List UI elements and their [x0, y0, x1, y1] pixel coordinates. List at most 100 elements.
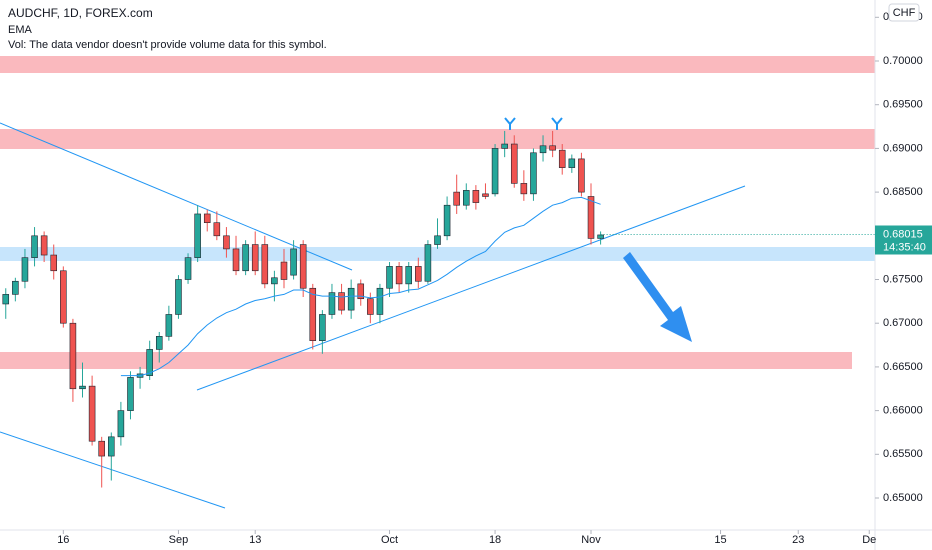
x-tick-label: De	[862, 534, 876, 546]
x-tick-label: Sep	[169, 534, 189, 546]
candle-body	[453, 191, 460, 206]
candle-body	[12, 280, 19, 295]
candle-body	[319, 314, 326, 341]
candle-body	[223, 235, 230, 250]
y-tick-label: 0.67500	[883, 273, 923, 285]
y-tick-label: 0.69500	[883, 99, 923, 111]
symbol-title: AUDCHF, 1D, FOREX.com	[8, 6, 153, 20]
y-tick-label: 0.66000	[883, 405, 923, 417]
candle-body	[482, 193, 489, 197]
candle-body	[117, 410, 125, 438]
candle-body	[194, 213, 201, 258]
candle-body	[501, 143, 508, 149]
plot	[2, 130, 875, 488]
candle-body	[472, 190, 480, 203]
candle-body	[491, 148, 499, 195]
candle-body	[213, 222, 221, 237]
candle-body	[21, 257, 29, 282]
last-price-box	[875, 225, 932, 255]
top-marker	[504, 117, 516, 130]
countdown-label: 14:35:40	[883, 241, 926, 253]
annotations	[504, 117, 692, 342]
x-tick-label: 15	[714, 534, 726, 546]
candle-body	[108, 436, 115, 457]
y-tick-label: 0.69000	[883, 142, 923, 154]
y-tick-label: 0.68500	[883, 186, 923, 198]
candle-body	[165, 314, 173, 337]
y-tick-label: 0.65500	[883, 448, 923, 460]
candle-body	[386, 266, 393, 289]
candle-body	[2, 294, 10, 305]
candle-body	[338, 292, 345, 311]
y-tick-label: 0.70000	[883, 55, 923, 67]
candle-body	[405, 266, 412, 285]
candle-body	[98, 440, 105, 457]
candle-body	[443, 204, 451, 237]
x-tick-label: 18	[489, 534, 501, 546]
trend-line	[0, 431, 226, 509]
resistance-zone	[0, 129, 875, 149]
candle-body	[510, 143, 518, 184]
top-marker	[551, 117, 563, 130]
candle-body	[309, 287, 317, 341]
ema-line	[120, 196, 601, 377]
legend: AUDCHF, 1D, FOREX.com EMA Vol: The data …	[8, 6, 327, 51]
last-price-label: 0.68015	[883, 228, 923, 240]
candle-body	[146, 349, 153, 376]
candle-body	[155, 336, 163, 350]
candle-body	[520, 183, 528, 195]
candle-body	[232, 248, 240, 272]
candle-body	[549, 145, 556, 151]
candle-body	[50, 254, 58, 272]
candle-body	[376, 287, 384, 315]
candle-body	[530, 152, 537, 195]
candle-body	[395, 266, 403, 285]
candle-body	[367, 298, 374, 315]
candle-body	[127, 377, 134, 411]
x-tick-label: 23	[792, 534, 804, 546]
candle-body	[69, 322, 77, 390]
candle-body	[203, 213, 211, 223]
candle-body	[434, 235, 441, 245]
candle-body	[88, 385, 96, 442]
candle-body	[31, 235, 38, 258]
y-tick-label: 0.65000	[883, 492, 923, 504]
volume-note: Vol: The data vendor doesn't provide vol…	[8, 39, 327, 51]
trend-line	[196, 185, 746, 391]
down-arrow	[623, 252, 692, 342]
candle-body	[184, 257, 192, 280]
candle-body	[357, 283, 365, 300]
ema-legend: EMA	[8, 24, 33, 36]
x-tick-label: 16	[57, 534, 69, 546]
x-tick-label: Nov	[581, 534, 601, 546]
candle-body	[568, 158, 576, 168]
x-tick-label: 13	[249, 534, 261, 546]
support-zone	[0, 247, 875, 261]
currency-badge[interactable]	[888, 3, 920, 22]
candle-body	[280, 261, 288, 280]
candle-body	[261, 244, 269, 285]
candle-body	[290, 248, 297, 276]
candle-body	[597, 234, 604, 239]
candle-body	[347, 287, 355, 311]
candle-body	[463, 190, 470, 206]
y-tick-label: 0.66500	[883, 361, 923, 373]
candle-body	[242, 244, 249, 272]
candle-body	[60, 270, 67, 324]
resistance-zone	[0, 56, 875, 73]
candle-body	[79, 385, 86, 390]
y-tick-label: 0.67000	[883, 317, 923, 329]
candle-body	[578, 158, 585, 193]
candle-body	[587, 196, 595, 239]
candle-body	[415, 266, 422, 282]
zones	[0, 56, 875, 369]
candle-body	[40, 235, 48, 256]
candle-body	[251, 244, 259, 272]
candle-body	[271, 277, 278, 285]
candle-body	[558, 149, 566, 168]
candle-body	[424, 244, 432, 282]
x-tick-label: Oct	[381, 534, 398, 546]
